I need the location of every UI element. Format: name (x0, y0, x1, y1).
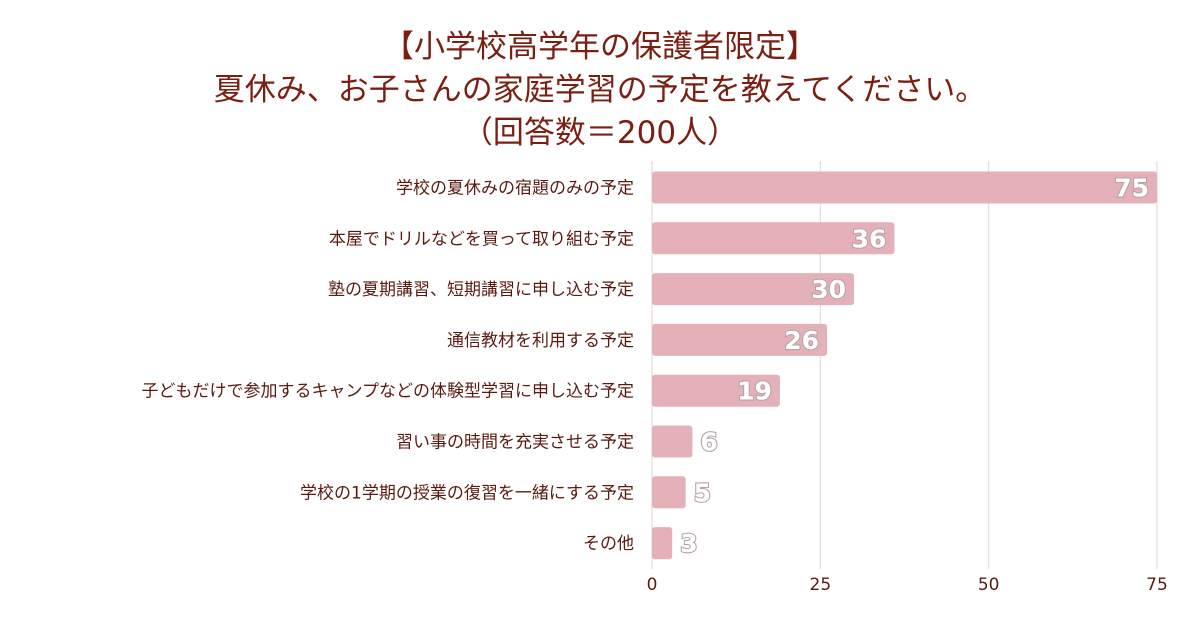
title-line-2: 夏休み、お子さんの家庭学習の予定を教えてください。 (213, 72, 987, 108)
x-tick-label: 25 (810, 575, 832, 595)
category-label: 学校の1学期の授業の復習を一緒にする予定 (300, 483, 634, 503)
bar (652, 374, 780, 407)
data-label: 26 (784, 326, 819, 355)
bar (652, 527, 673, 560)
chart-title: 【小学校高学年の保護者限定】 夏休み、お子さんの家庭学習の予定を教えてください。… (0, 26, 1200, 155)
category-label: その他 (583, 534, 634, 554)
data-label: 75 (1114, 174, 1149, 203)
category-label: 通信教材を利用する予定 (447, 331, 634, 351)
data-label: 6 (700, 428, 717, 457)
category-label: 本屋でドリルなどを買って取り組む予定 (329, 229, 634, 249)
bar (652, 273, 854, 306)
title-line-3: （回答数＝200人） (461, 115, 739, 151)
data-label: 36 (852, 224, 887, 253)
x-tick-label: 75 (1146, 575, 1168, 595)
data-label: 3 (680, 529, 697, 558)
title-line-1: 【小学校高学年の保護者限定】 (383, 29, 817, 65)
category-label: 塾の夏期講習、短期講習に申し込む予定 (328, 279, 634, 300)
bar (652, 425, 693, 458)
x-tick-label: 0 (647, 575, 658, 595)
bar (652, 171, 1157, 204)
bar (652, 476, 686, 509)
data-label: 5 (694, 478, 711, 507)
data-label: 19 (737, 377, 772, 406)
category-label: 習い事の時間を充実させる予定 (396, 433, 634, 453)
bar (652, 222, 895, 255)
data-label: 30 (811, 275, 846, 304)
x-tick-label: 50 (978, 575, 1000, 595)
category-label: 学校の夏休みの宿題のみの予定 (396, 179, 634, 199)
bar (652, 323, 828, 356)
category-label: 子どもだけで参加するキャンプなどの体験型学習に申し込む予定 (142, 382, 635, 402)
